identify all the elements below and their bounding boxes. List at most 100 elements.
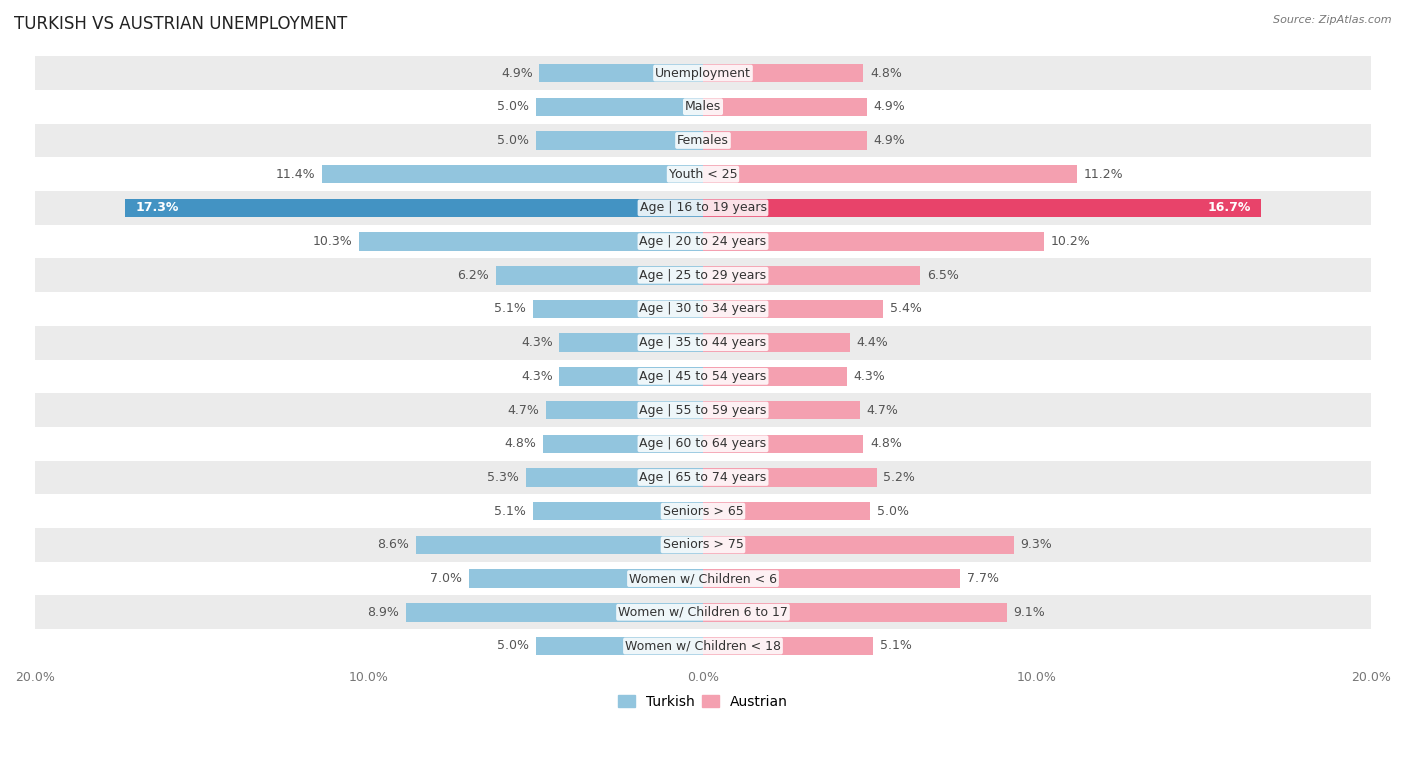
Bar [35, 528, 1371, 562]
Bar [560, 367, 703, 385]
Text: 5.4%: 5.4% [890, 303, 922, 316]
Bar [35, 292, 1371, 326]
Text: 4.8%: 4.8% [505, 438, 536, 450]
Text: Age | 25 to 29 years: Age | 25 to 29 years [640, 269, 766, 282]
Bar [703, 435, 863, 453]
Bar [35, 191, 1371, 225]
Bar [35, 326, 1371, 360]
Text: Age | 65 to 74 years: Age | 65 to 74 years [640, 471, 766, 484]
Bar [703, 569, 960, 588]
Bar [703, 400, 860, 419]
Text: 5.1%: 5.1% [494, 505, 526, 518]
Bar [35, 460, 1371, 494]
Bar [703, 232, 1043, 251]
Bar [35, 596, 1371, 629]
Text: TURKISH VS AUSTRIAN UNEMPLOYMENT: TURKISH VS AUSTRIAN UNEMPLOYMENT [14, 15, 347, 33]
Text: 4.9%: 4.9% [873, 100, 905, 114]
Bar [496, 266, 703, 285]
Bar [703, 333, 851, 352]
Text: Women w/ Children < 6: Women w/ Children < 6 [628, 572, 778, 585]
Text: 8.9%: 8.9% [367, 606, 399, 618]
Bar [526, 469, 703, 487]
Bar [35, 393, 1371, 427]
Text: 10.2%: 10.2% [1050, 235, 1090, 248]
Bar [703, 603, 1007, 621]
Text: 16.7%: 16.7% [1208, 201, 1251, 214]
Text: 4.7%: 4.7% [866, 403, 898, 416]
Bar [703, 469, 877, 487]
Bar [703, 266, 920, 285]
Bar [35, 494, 1371, 528]
Bar [35, 427, 1371, 460]
Bar [536, 98, 703, 116]
Bar [35, 225, 1371, 258]
Bar [536, 131, 703, 150]
Text: Age | 20 to 24 years: Age | 20 to 24 years [640, 235, 766, 248]
Text: 17.3%: 17.3% [135, 201, 179, 214]
Bar [703, 536, 1014, 554]
Text: 4.8%: 4.8% [870, 67, 901, 79]
Text: 5.1%: 5.1% [494, 303, 526, 316]
Bar [35, 123, 1371, 157]
Text: Youth < 25: Youth < 25 [669, 167, 737, 181]
Bar [546, 400, 703, 419]
Text: 6.2%: 6.2% [457, 269, 489, 282]
Text: 4.4%: 4.4% [856, 336, 889, 349]
Bar [540, 64, 703, 83]
Bar [35, 90, 1371, 123]
Text: Women w/ Children 6 to 17: Women w/ Children 6 to 17 [619, 606, 787, 618]
Text: 7.7%: 7.7% [967, 572, 998, 585]
Text: 5.3%: 5.3% [488, 471, 519, 484]
Bar [35, 360, 1371, 393]
Text: Females: Females [678, 134, 728, 147]
Text: Seniors > 75: Seniors > 75 [662, 538, 744, 551]
Text: 5.2%: 5.2% [883, 471, 915, 484]
Text: Age | 55 to 59 years: Age | 55 to 59 years [640, 403, 766, 416]
Text: Age | 16 to 19 years: Age | 16 to 19 years [640, 201, 766, 214]
Bar [703, 198, 1261, 217]
Text: 4.3%: 4.3% [853, 370, 884, 383]
Bar [703, 98, 866, 116]
Text: 10.3%: 10.3% [312, 235, 353, 248]
Bar [560, 333, 703, 352]
Bar [416, 536, 703, 554]
Text: Age | 60 to 64 years: Age | 60 to 64 years [640, 438, 766, 450]
Bar [35, 562, 1371, 596]
Bar [533, 502, 703, 521]
Text: Age | 30 to 34 years: Age | 30 to 34 years [640, 303, 766, 316]
Text: Age | 35 to 44 years: Age | 35 to 44 years [640, 336, 766, 349]
Text: Age | 45 to 54 years: Age | 45 to 54 years [640, 370, 766, 383]
Text: 9.3%: 9.3% [1021, 538, 1052, 551]
Text: 5.0%: 5.0% [498, 100, 529, 114]
Text: Unemployment: Unemployment [655, 67, 751, 79]
Text: 4.8%: 4.8% [870, 438, 901, 450]
Text: Males: Males [685, 100, 721, 114]
Text: Women w/ Children < 18: Women w/ Children < 18 [626, 640, 780, 653]
Text: 11.2%: 11.2% [1084, 167, 1123, 181]
Text: 5.0%: 5.0% [498, 640, 529, 653]
Bar [543, 435, 703, 453]
Bar [35, 56, 1371, 90]
Bar [703, 637, 873, 656]
Text: 5.1%: 5.1% [880, 640, 912, 653]
Text: Source: ZipAtlas.com: Source: ZipAtlas.com [1274, 15, 1392, 25]
Text: 11.4%: 11.4% [276, 167, 315, 181]
Text: 9.1%: 9.1% [1014, 606, 1046, 618]
Bar [406, 603, 703, 621]
Bar [703, 300, 883, 318]
Bar [35, 629, 1371, 663]
Bar [703, 131, 866, 150]
Bar [125, 198, 703, 217]
Bar [35, 157, 1371, 191]
Text: Seniors > 65: Seniors > 65 [662, 505, 744, 518]
Text: 6.5%: 6.5% [927, 269, 959, 282]
Text: 4.9%: 4.9% [873, 134, 905, 147]
Bar [536, 637, 703, 656]
Text: 8.6%: 8.6% [377, 538, 409, 551]
Bar [703, 64, 863, 83]
Bar [359, 232, 703, 251]
Legend: Turkish, Austrian: Turkish, Austrian [613, 690, 793, 715]
Text: 7.0%: 7.0% [430, 572, 463, 585]
Bar [703, 165, 1077, 183]
Text: 5.0%: 5.0% [877, 505, 908, 518]
